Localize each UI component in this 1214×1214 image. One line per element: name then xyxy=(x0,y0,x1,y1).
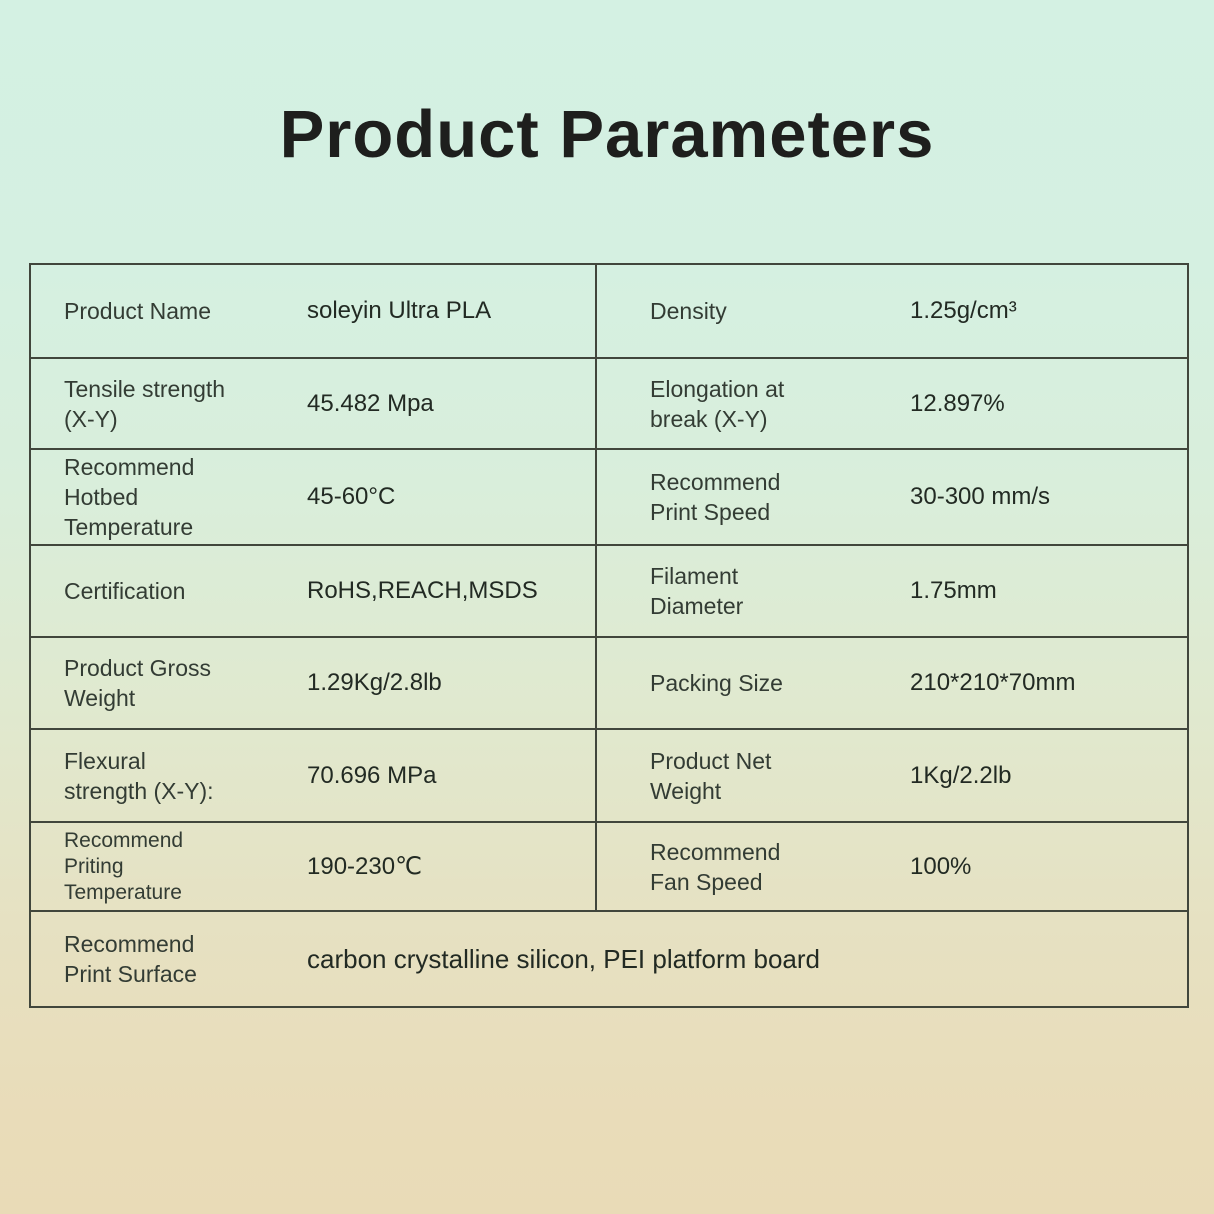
param-value: soleyin Ultra PLA xyxy=(307,265,595,357)
param-label-text: Product Name xyxy=(64,298,212,324)
param-value: 12.897% xyxy=(910,359,1187,448)
table-row: Flexural strength (X-Y): 70.696 MPa Prod… xyxy=(31,728,1187,821)
param-label-text: Recommend Print Speed xyxy=(650,469,781,525)
param-value-text: carbon crystalline silicon, PEI platform… xyxy=(307,943,821,974)
param-label: Flexural strength (X-Y): xyxy=(31,730,307,821)
param-value: RoHS,REACH,MSDS xyxy=(307,546,595,636)
table-row: Tensile strength (X-Y) 45.482 Mpa Elonga… xyxy=(31,357,1187,448)
param-value: 1.29Kg/2.8lb xyxy=(307,638,595,728)
param-label-text: Product Net Weight xyxy=(650,747,772,804)
param-label: Product Net Weight xyxy=(595,730,910,821)
param-value: 1.25g/cm³ xyxy=(910,265,1187,357)
param-value: 1Kg/2.2lb xyxy=(910,730,1187,821)
param-value: carbon crystalline silicon, PEI platform… xyxy=(307,912,1187,1006)
param-label-text: Packing Size xyxy=(650,670,783,696)
param-value: 45.482 Mpa xyxy=(307,359,595,448)
param-value-text: 45-60°C xyxy=(307,483,396,510)
table-row: Recommend Hotbed Temperature 45-60°C Rec… xyxy=(31,448,1187,544)
param-label: Density xyxy=(595,265,910,357)
param-value: 100% xyxy=(910,823,1187,910)
param-value: 1.75mm xyxy=(910,546,1187,636)
param-label-text: Certification xyxy=(64,578,186,604)
param-label-text: Density xyxy=(650,298,727,324)
param-value: 45-60°C xyxy=(307,450,595,544)
param-label: Certification xyxy=(31,546,307,636)
param-label-text: Tensile strength (X-Y) xyxy=(64,375,226,432)
param-label: Recommend Hotbed Temperature xyxy=(31,450,307,544)
table-row: Product Name soleyin Ultra PLA Density 1… xyxy=(31,265,1187,357)
table-row: Certification RoHS,REACH,MSDS Filament D… xyxy=(31,544,1187,636)
param-label-text: Filament Diameter xyxy=(650,563,744,619)
table-row: Recommend Print Surface carbon crystalli… xyxy=(31,910,1187,1006)
param-value: 70.696 MPa xyxy=(307,730,595,821)
param-label: Recommend Print Speed xyxy=(595,450,910,544)
param-label: Packing Size xyxy=(595,638,910,728)
param-value-text: 1.29Kg/2.8lb xyxy=(307,669,442,696)
table-row: Recommend Priting Temperature 190-230℃ R… xyxy=(31,821,1187,910)
param-label-text: Recommend Print Surface xyxy=(64,931,197,987)
param-value-text: 1.75mm xyxy=(910,577,997,604)
param-value: 210*210*70mm xyxy=(910,638,1187,728)
table-row: Product Gross Weight 1.29Kg/2.8lb Packin… xyxy=(31,636,1187,728)
param-label-text: Recommend Priting Temperature xyxy=(64,828,184,904)
param-value-text: 1Kg/2.2lb xyxy=(910,761,1012,789)
param-value-text: 30-300 mm/s xyxy=(910,483,1051,510)
param-label: Filament Diameter xyxy=(595,546,910,636)
page-title: Product Parameters xyxy=(279,97,935,172)
param-label: Elongation at break (X-Y) xyxy=(595,359,910,448)
param-value: 30-300 mm/s xyxy=(910,450,1187,544)
param-label-text: Flexural strength (X-Y): xyxy=(64,747,214,804)
param-value-text: 45.482 Mpa xyxy=(307,389,434,417)
param-value-text: 190-230℃ xyxy=(307,853,423,880)
param-label: Recommend Print Surface xyxy=(31,912,307,1006)
param-label: Product Gross Weight xyxy=(31,638,307,728)
param-value-text: RoHS,REACH,MSDS xyxy=(307,577,538,604)
param-value-text: 210*210*70mm xyxy=(910,669,1076,696)
param-label: Recommend Priting Temperature xyxy=(31,823,307,910)
param-label-text: Recommend Fan Speed xyxy=(650,838,781,895)
param-label-text: Recommend Hotbed Temperature xyxy=(64,454,195,540)
param-value-text: soleyin Ultra PLA xyxy=(307,297,492,324)
param-value: 190-230℃ xyxy=(307,823,595,910)
param-value-text: 70.696 MPa xyxy=(307,761,437,789)
param-label-text: Elongation at break (X-Y) xyxy=(650,375,785,432)
param-label: Tensile strength (X-Y) xyxy=(31,359,307,448)
param-label: Recommend Fan Speed xyxy=(595,823,910,910)
param-value-text: 1.25g/cm³ xyxy=(910,297,1017,324)
param-label-text: Product Gross Weight xyxy=(64,655,211,711)
param-value-text: 12.897% xyxy=(910,389,1005,417)
param-label: Product Name xyxy=(31,265,307,357)
product-parameters-table: Product Name soleyin Ultra PLA Density 1… xyxy=(29,263,1189,1008)
param-value-text: 100% xyxy=(910,852,972,880)
